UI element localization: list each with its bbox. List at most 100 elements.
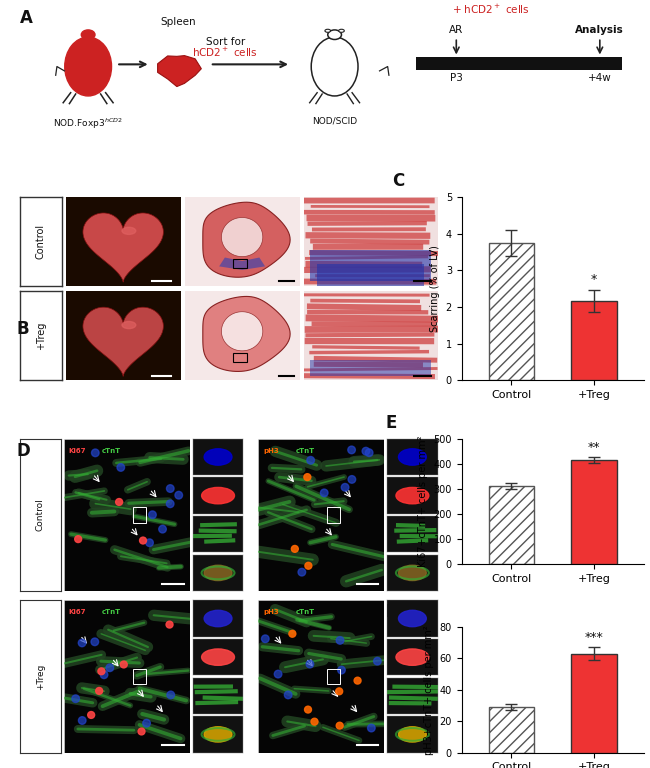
Text: cTnT: cTnT [101,448,121,454]
Ellipse shape [336,637,344,644]
Ellipse shape [304,474,311,481]
Text: NOD.Foxp3$^{hCD2}$: NOD.Foxp3$^{hCD2}$ [53,117,123,131]
Ellipse shape [284,691,292,699]
Text: pH3: pH3 [263,610,279,615]
Ellipse shape [159,525,166,533]
Bar [328,508,340,522]
Ellipse shape [88,711,95,718]
Ellipse shape [79,717,86,724]
Ellipse shape [398,727,426,742]
Text: +4w: +4w [588,73,612,83]
Ellipse shape [122,322,136,329]
Ellipse shape [146,539,153,547]
Text: D: D [16,442,30,459]
Ellipse shape [202,649,235,665]
Ellipse shape [365,449,373,456]
Polygon shape [222,312,263,351]
Bar [133,669,146,684]
Y-axis label: pH3+cTnT+ cells per mm²: pH3+cTnT+ cells per mm² [424,625,434,755]
Text: + hCD2$^+$ cells: + hCD2$^+$ cells [452,2,530,15]
Ellipse shape [398,449,426,465]
Polygon shape [222,217,263,257]
Ellipse shape [138,728,145,735]
Ellipse shape [166,621,173,628]
Polygon shape [83,213,163,282]
Text: Control: Control [36,498,45,531]
Ellipse shape [328,30,341,39]
Text: *: * [591,273,597,286]
Bar [233,260,247,268]
Ellipse shape [100,671,108,679]
Ellipse shape [72,695,79,703]
Ellipse shape [336,722,343,729]
Text: Ki67: Ki67 [69,448,86,454]
Text: +Treg: +Treg [36,322,46,350]
Ellipse shape [140,537,146,544]
Ellipse shape [143,720,150,727]
Ellipse shape [120,661,127,668]
Ellipse shape [396,649,429,665]
Ellipse shape [204,565,232,581]
Ellipse shape [398,611,426,627]
Text: E: E [385,415,396,432]
Text: P3: P3 [450,73,463,83]
Ellipse shape [98,668,105,675]
Text: Sort for: Sort for [206,37,245,47]
Polygon shape [83,307,163,376]
Ellipse shape [96,687,103,694]
Text: **: ** [588,441,600,454]
Text: Control: Control [36,224,46,259]
Bar [571,460,617,564]
Ellipse shape [305,562,312,569]
Bar [133,508,146,522]
Ellipse shape [341,484,349,491]
Ellipse shape [204,611,232,627]
Ellipse shape [117,464,125,472]
Ellipse shape [65,37,112,96]
Text: NOD/SCID: NOD/SCID [312,117,358,126]
Text: C: C [393,172,405,190]
Ellipse shape [116,498,123,505]
Ellipse shape [202,488,235,504]
Ellipse shape [166,485,174,492]
Polygon shape [203,296,290,372]
Ellipse shape [307,456,315,464]
Ellipse shape [78,639,86,647]
Ellipse shape [81,30,95,39]
Text: AR: AR [449,25,463,35]
Ellipse shape [175,492,183,499]
Ellipse shape [374,657,381,665]
Text: F: F [385,603,396,621]
Polygon shape [219,257,265,270]
Ellipse shape [354,677,361,684]
Text: Analysis: Analysis [575,25,624,35]
Text: Ki67: Ki67 [69,610,86,615]
Ellipse shape [204,449,232,465]
Text: hCD2$^+$ cells: hCD2$^+$ cells [192,46,258,59]
Ellipse shape [337,667,345,674]
Bar [310,359,431,376]
Ellipse shape [398,565,426,581]
Ellipse shape [348,446,356,454]
Bar [310,250,431,282]
Ellipse shape [291,545,298,552]
Text: cTnT: cTnT [296,610,315,615]
Ellipse shape [396,488,429,504]
Text: +Treg: +Treg [36,664,45,690]
Ellipse shape [320,489,328,497]
Text: A: A [20,8,32,27]
Ellipse shape [149,511,156,518]
Text: cTnT: cTnT [101,610,121,615]
Y-axis label: Scarring (% of LV): Scarring (% of LV) [430,245,440,332]
Polygon shape [203,202,290,277]
Ellipse shape [167,691,175,699]
Ellipse shape [298,568,306,576]
Bar [317,263,424,286]
Ellipse shape [335,688,343,695]
Ellipse shape [122,227,136,234]
Text: ***: *** [584,631,603,644]
Ellipse shape [339,29,345,32]
Ellipse shape [367,724,375,732]
Bar [233,353,247,362]
Text: Spleen: Spleen [161,18,196,28]
